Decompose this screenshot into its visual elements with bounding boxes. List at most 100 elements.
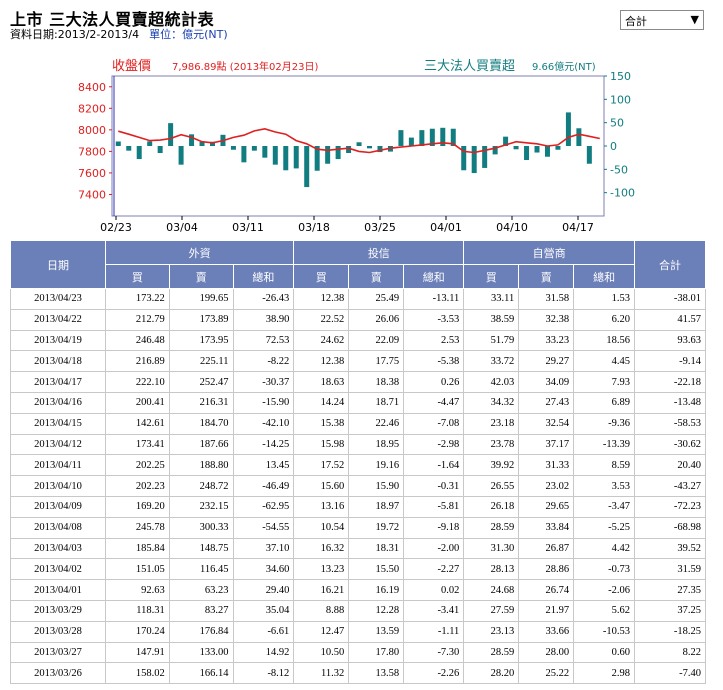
cell-value: 15.60 [293,475,350,497]
cell-value: 10.50 [293,641,350,664]
cell-value: -22.18 [634,371,706,393]
header-date: 日期 [10,240,106,289]
cell-value: -2.00 [403,537,465,560]
left-tick-label: 8000 [78,124,106,137]
header-trust-buy: 買 [293,264,350,289]
cell-value: 23.13 [463,620,520,643]
cell-value: 21.97 [518,599,575,622]
cell-value: 1.53 [573,288,635,310]
cell-value: -1.64 [403,454,465,477]
cell-value: 151.05 [105,558,170,581]
cell-value: 33.23 [518,329,575,352]
bar [325,146,331,164]
unit-label: 單位：億元(NT) [149,28,228,41]
table-row: 2013/04/11 202.25 188.80 13.45 17.52 19.16 -1.… [10,454,706,477]
bar [230,146,236,150]
cell-value: 19.72 [348,516,405,539]
cell-value: -2.98 [403,433,465,456]
cell-value: 31.58 [518,288,575,310]
cell-date: 2013/04/23 [10,288,106,310]
cell-value: 3.53 [573,475,635,497]
x-tick-label: 04/17 [562,221,594,234]
table-row: 2013/04/01 92.63 63.23 29.40 16.21 16.19 0.02 2… [10,579,706,601]
bar [346,146,352,153]
cell-date: 2013/03/29 [10,599,106,622]
cell-date: 2013/04/02 [10,558,106,581]
header-trust: 投信 [293,240,465,265]
cell-value: 27.59 [463,599,520,622]
header-trust-net: 總和 [403,264,465,289]
cell-value: -7.40 [634,662,706,685]
header-dealer-net: 總和 [573,264,635,289]
x-tick-label: 02/23 [100,221,132,234]
table-row: 2013/04/03 185.84 148.75 37.10 16.32 18.31 -2.… [10,537,706,560]
bar [524,146,530,160]
table-row: 2013/03/26 158.02 166.14 -8.12 11.32 13.58 -2.… [10,662,706,685]
bar [356,142,362,146]
cell-date: 2013/04/18 [10,350,106,373]
x-tick-label: 03/18 [298,221,330,234]
cell-value: 252.47 [168,371,234,393]
cell-value: 19.16 [348,454,405,477]
cell-value: 246.48 [105,329,170,352]
cell-value: 13.16 [293,495,350,518]
cell-value: 28.59 [463,641,520,664]
cell-value: 248.72 [168,475,234,497]
bar [251,146,257,151]
cell-value: 39.92 [463,454,520,477]
cell-value: 15.50 [348,558,405,581]
cell-date: 2013/04/17 [10,371,106,393]
bar [565,112,571,146]
bar [126,146,132,151]
cell-value: -8.22 [232,350,295,373]
cell-date: 2013/04/01 [10,579,106,601]
cell-value: 37.17 [518,433,575,456]
cell-value: 92.63 [105,579,170,601]
cell-value: -7.30 [403,641,465,664]
cell-value: 8.22 [634,641,706,664]
legend-net-buy: 三大法人買賣超 [424,59,515,74]
right-tick-label: 150 [610,70,631,83]
cell-value: 6.89 [573,391,635,414]
cell-value: 27.35 [634,579,706,601]
cell-value: 83.27 [168,599,234,622]
table-row: 2013/04/10 202.23 248.72 -46.49 15.60 15.90 -0… [10,475,706,497]
table-row: 2013/04/22 212.79 173.89 38.90 22.52 26.06 -3.… [10,308,706,331]
table-row: 2013/03/29 118.31 83.27 35.04 8.88 12.28 -3.41… [10,599,706,622]
cell-value: 202.23 [105,475,170,497]
bar [513,146,519,150]
cell-value: -30.37 [232,371,295,393]
cell-value: -0.73 [573,558,635,581]
cell-value: 13.23 [293,558,350,581]
cell-value: 28.86 [518,558,575,581]
cell-value: 216.89 [105,350,170,373]
institutional-table: 日期 外資 投信 自營商 合計 買 賣 總和 買 賣 總和 買 賣 總和 201… [10,240,706,685]
cell-value: -46.49 [232,475,295,497]
cell-value: 166.14 [168,662,234,685]
header-foreign-buy: 買 [105,264,170,289]
chevron-down-icon: ▼ [690,13,699,26]
cell-value: 16.21 [293,579,350,601]
bar [555,146,561,150]
bar [304,146,310,188]
bar [586,146,592,164]
cell-value: -1.11 [403,620,465,643]
cell-value: 26.06 [348,308,405,331]
cell-value: 18.38 [348,371,405,393]
cell-value: -3.47 [573,495,635,518]
cell-value: 6.20 [573,308,635,331]
summary-select[interactable]: 合計 ▼ [620,10,704,30]
cell-value: 0.26 [403,371,465,393]
bar [461,146,467,171]
cell-value: -5.38 [403,350,465,373]
cell-value: 32.54 [518,412,575,435]
header-dealer: 自營商 [463,240,635,265]
cell-value: 222.10 [105,371,170,393]
bar [492,146,498,155]
cell-value: 93.63 [634,329,706,352]
cell-value: -54.55 [232,516,295,539]
cell-value: 148.75 [168,537,234,560]
cell-value: 8.88 [293,599,350,622]
cell-value: 31.33 [518,454,575,477]
cell-value: 232.15 [168,495,234,518]
